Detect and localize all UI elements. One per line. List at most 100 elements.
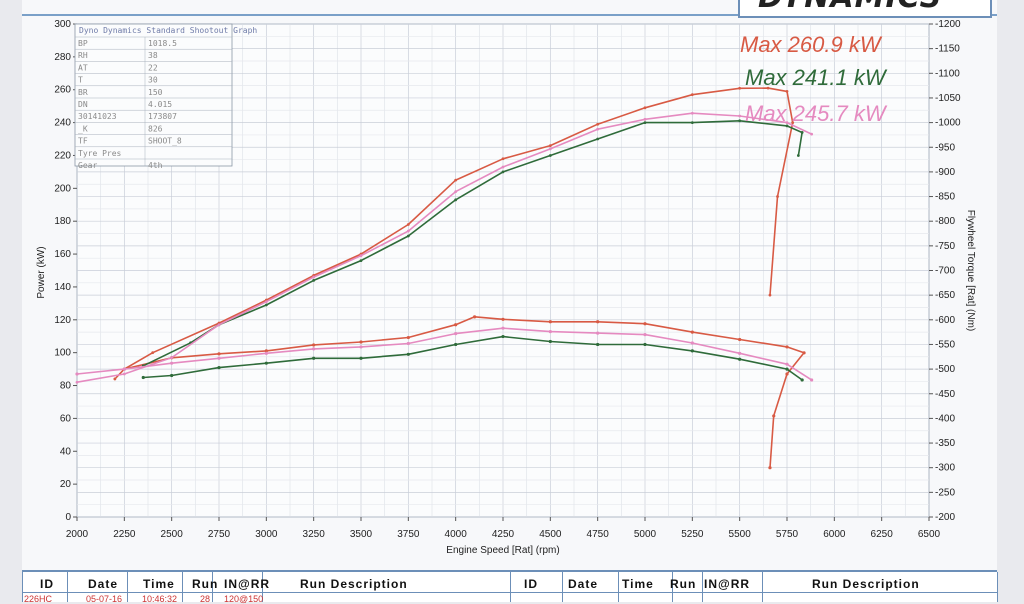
torque-point-2	[690, 349, 694, 353]
torque-point-2	[264, 361, 268, 365]
run-table-header: Time	[622, 577, 654, 591]
y2-tick-label: -750	[935, 241, 955, 252]
torque-point-3	[359, 345, 363, 349]
power-point-2	[406, 234, 410, 238]
x-axis-label: Engine Speed [Rat] (rpm)	[446, 545, 559, 556]
power-point-3	[312, 275, 316, 279]
torque-point-2	[596, 342, 600, 347]
run-table-row-line	[22, 592, 997, 593]
power-point-2	[785, 124, 789, 128]
info-row-key: AT	[78, 63, 88, 72]
power-point-1	[501, 157, 505, 161]
y2-tick-label: -1100	[935, 68, 960, 79]
run-table-header: IN@RR	[704, 577, 751, 591]
info-row-value: 22	[148, 63, 158, 72]
y-tick-label: 100	[54, 348, 71, 359]
power-point-1	[766, 86, 770, 90]
torque-point-1	[217, 352, 221, 356]
run-table-header: Run	[192, 577, 219, 591]
info-table-title: Dyno Dynamics Standard Shootout Graph	[79, 26, 257, 35]
torque-point-1	[473, 315, 477, 319]
run-table-col-line	[762, 572, 763, 602]
torque-point-3	[690, 341, 694, 345]
y-tick-label: 260	[54, 85, 71, 96]
x-tick-label: 3750	[397, 529, 420, 540]
torque-point-3	[170, 361, 174, 365]
x-tick-label: 4750	[587, 529, 610, 540]
y-tick-label: 120	[54, 315, 71, 326]
run-table-header: Run	[670, 577, 697, 591]
torque-point-2	[312, 356, 316, 360]
x-tick-label: 2250	[113, 529, 136, 540]
torque-point-1	[312, 343, 316, 347]
power-point-2	[548, 154, 552, 157]
run-table-col-line	[67, 572, 68, 602]
info-row-key: Tyre Pres	[78, 149, 122, 158]
y2-tick-label: -600	[935, 315, 955, 326]
run-table-header: Run Description	[300, 577, 408, 591]
power-point-2	[800, 131, 804, 134]
torque-point-2	[454, 342, 458, 347]
power-point-3	[264, 300, 268, 304]
x-tick-label: 4000	[445, 529, 468, 540]
power-point-3	[122, 372, 126, 376]
y-tick-label: 60	[60, 413, 72, 424]
power-point-3	[643, 117, 647, 121]
x-tick-label: 2750	[208, 529, 231, 540]
torque-point-3	[501, 326, 505, 330]
info-row-value: 4th	[148, 161, 163, 170]
torque-point-2	[643, 342, 647, 347]
torque-point-1	[596, 320, 600, 324]
torque-point-3	[454, 332, 458, 336]
logo-text: DYNAMICS	[758, 0, 942, 15]
y2-tick-label: -850	[935, 192, 955, 203]
power-point-3	[217, 323, 221, 327]
power-point-3	[785, 121, 789, 124]
power-point-2	[501, 170, 505, 174]
power-point-2	[454, 198, 458, 202]
torque-point-1	[785, 372, 789, 376]
run-table-col-line	[672, 572, 673, 602]
power-point-1	[596, 122, 600, 126]
torque-point-3	[217, 356, 221, 360]
info-row-key: T	[78, 76, 83, 85]
power-point-2	[690, 121, 694, 124]
x-tick-label: 6000	[823, 529, 846, 540]
torque-point-1	[454, 323, 458, 327]
y-tick-label: 20	[60, 479, 72, 490]
run-table-col-line	[618, 572, 619, 602]
y2-tick-label: -650	[935, 290, 955, 301]
power-point-1	[785, 89, 789, 93]
x-tick-label: 5750	[776, 529, 799, 540]
info-row-value: 1018.5	[148, 39, 177, 48]
torque-point-3	[75, 372, 79, 376]
torque-point-3	[738, 351, 742, 355]
torque-point-3	[264, 351, 268, 355]
run-table-col-line	[182, 572, 183, 602]
power-point-2	[643, 121, 647, 124]
run-table-col-line	[262, 572, 263, 602]
run-table-header: Date	[88, 577, 119, 591]
y2-tick-label: -200	[935, 512, 955, 523]
y2-tick-label: -400	[935, 413, 955, 424]
run-table-col-line	[212, 572, 213, 602]
torque-point-1	[643, 322, 647, 326]
y2-tick-label: -1050	[935, 93, 961, 104]
y2-axis-label: Flywheel Torque [Rat] (Nm)	[965, 210, 976, 332]
torque-point-2	[548, 339, 552, 344]
info-row-key: RH	[78, 51, 88, 60]
run-table-header: IN@RR	[224, 577, 271, 591]
torque-point-1	[690, 330, 694, 334]
y2-tick-label: -1150	[935, 44, 960, 55]
x-tick-label: 3000	[255, 529, 278, 540]
max-power-label-3: Max 245.7 kW	[745, 101, 888, 126]
y-tick-label: 160	[54, 249, 71, 260]
info-row-value: 173807	[148, 112, 177, 121]
torque-point-1	[406, 335, 410, 340]
x-tick-label: 4500	[539, 529, 562, 540]
torque-point-3	[548, 330, 552, 334]
power-point-1	[548, 144, 552, 148]
torque-point-1	[264, 349, 268, 353]
power-point-2	[264, 303, 268, 307]
run-table: ID Date Time Run IN@RR Run Description ID Date T…	[22, 570, 998, 604]
